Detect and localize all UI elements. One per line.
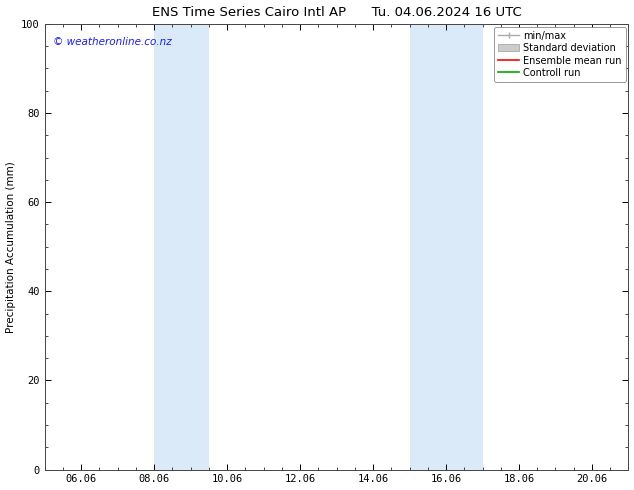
- Title: ENS Time Series Cairo Intl AP      Tu. 04.06.2024 16 UTC: ENS Time Series Cairo Intl AP Tu. 04.06.…: [152, 5, 521, 19]
- Bar: [154, 24, 209, 469]
- Y-axis label: Precipitation Accumulation (mm): Precipitation Accumulation (mm): [6, 161, 16, 333]
- Bar: [410, 24, 482, 469]
- Legend: min/max, Standard deviation, Ensemble mean run, Controll run: min/max, Standard deviation, Ensemble me…: [494, 27, 626, 82]
- Text: © weatheronline.co.nz: © weatheronline.co.nz: [53, 37, 172, 47]
